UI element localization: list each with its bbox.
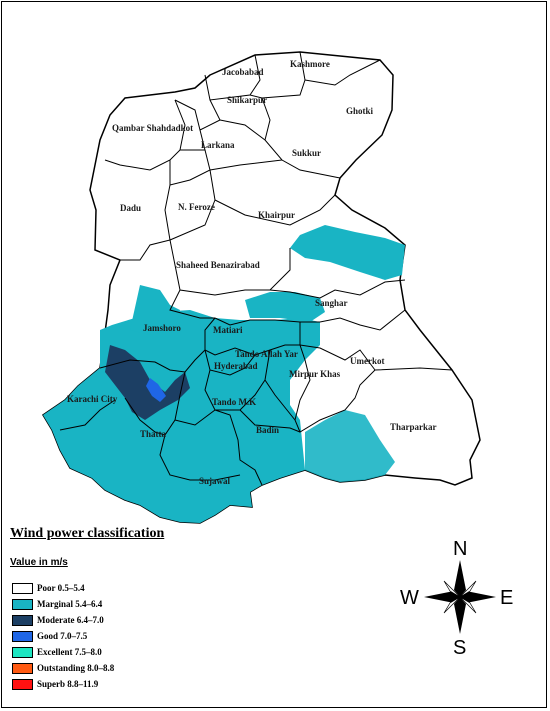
compass-sw-point [443, 596, 461, 614]
label-tando-mk: Tando M.K [212, 397, 256, 407]
legend-label: Good 7.0–7.5 [37, 631, 88, 641]
moderate-zone [105, 345, 190, 420]
label-sukkur: Sukkur [292, 148, 321, 158]
district-labels: Kashmore Jacobabad Shikarpur Ghotki Qamb… [67, 59, 437, 486]
legend-swatch [12, 646, 33, 658]
compass-west-point [424, 591, 460, 603]
marginal-zone-tharparkar [305, 410, 395, 482]
compass-label-w: W [400, 587, 419, 609]
label-khairpur: Khairpur [258, 210, 295, 220]
legend-label: Excellent 7.5–8.0 [37, 647, 102, 657]
label-ghotki: Ghotki [346, 106, 374, 116]
compass-north-point [454, 560, 466, 597]
legend-item-outstanding: Outstanding 8.0–8.8 [12, 662, 114, 674]
district-boundaries [59, 51, 453, 486]
legend-label: Superb 8.8–11.9 [37, 679, 99, 689]
legend-label: Moderate 6.4–7.0 [37, 615, 104, 625]
label-thatta: Thatta [140, 429, 167, 439]
legend-label: Outstanding 8.0–8.8 [37, 663, 115, 673]
label-badin: Badin [256, 425, 279, 435]
label-qambar-shahdadkot: Qambar Shahdadkot [112, 123, 193, 133]
legend-item-superb: Superb 8.8–11.9 [12, 678, 98, 690]
legend-swatch [12, 662, 33, 674]
legend-item-excellent: Excellent 7.5–8.0 [12, 646, 102, 658]
label-mirpur-khas: Mirpur Khas [289, 369, 341, 379]
marginal-zone-sanghar-2 [245, 292, 325, 322]
label-tharparkar: Tharparkar [390, 422, 437, 432]
marginal-zone-sanghar [290, 225, 405, 280]
label-matiari: Matiari [213, 325, 243, 335]
legend-swatch [12, 614, 33, 626]
compass-se-point [459, 596, 477, 614]
legend-swatch [12, 678, 33, 690]
label-jacobabad: Jacobabad [222, 67, 264, 77]
legend-item-moderate: Moderate 6.4–7.0 [12, 614, 104, 626]
legend-swatch [12, 630, 33, 642]
compass-label-e: E [500, 587, 513, 609]
legend-subtitle: Value in m/s [10, 557, 68, 568]
label-n-feroze: N. Feroze [178, 202, 215, 212]
legend-label: Poor 0.5–5.4 [37, 583, 85, 593]
legend-item-poor: Poor 0.5–5.4 [12, 582, 85, 594]
label-sanghar: Sanghar [315, 298, 348, 308]
compass-east-point [460, 591, 496, 603]
label-tando-allah-yar: Tando Allah Yar [235, 349, 298, 359]
legend-swatch [12, 598, 33, 610]
good-zone [146, 378, 166, 402]
label-jamshoro: Jamshoro [143, 323, 181, 333]
label-shaheed-benazirabad: Shaheed Benazirabad [176, 260, 260, 270]
label-sujawal: Sujawal [199, 476, 231, 486]
label-dadu: Dadu [120, 203, 141, 213]
compass-label-s: S [453, 637, 466, 659]
compass-ne-point [459, 580, 477, 598]
marginal-zone-jamshoro [130, 285, 180, 335]
compass-label-n: N [453, 538, 467, 560]
label-larkana: Larkana [201, 140, 235, 150]
legend-item-good: Good 7.0–7.5 [12, 630, 87, 642]
legend-swatch [12, 582, 33, 594]
compass-rose: N E S W [400, 538, 513, 659]
legend-title: Wind power classification [10, 526, 165, 541]
label-shikarpur: Shikarpur [227, 95, 267, 105]
label-kashmore: Kashmore [290, 59, 330, 69]
compass-south-point [454, 597, 466, 634]
label-karachi-city: Karachi City [67, 394, 118, 404]
label-umerkot: Umerkot [350, 356, 385, 366]
compass-nw-point [443, 580, 461, 598]
label-hyderabad: Hyderabad [214, 361, 258, 371]
legend-item-marginal: Marginal 5.4–6.4 [12, 598, 102, 610]
legend-label: Marginal 5.4–6.4 [37, 599, 103, 609]
marginal-zone-south [43, 310, 320, 523]
